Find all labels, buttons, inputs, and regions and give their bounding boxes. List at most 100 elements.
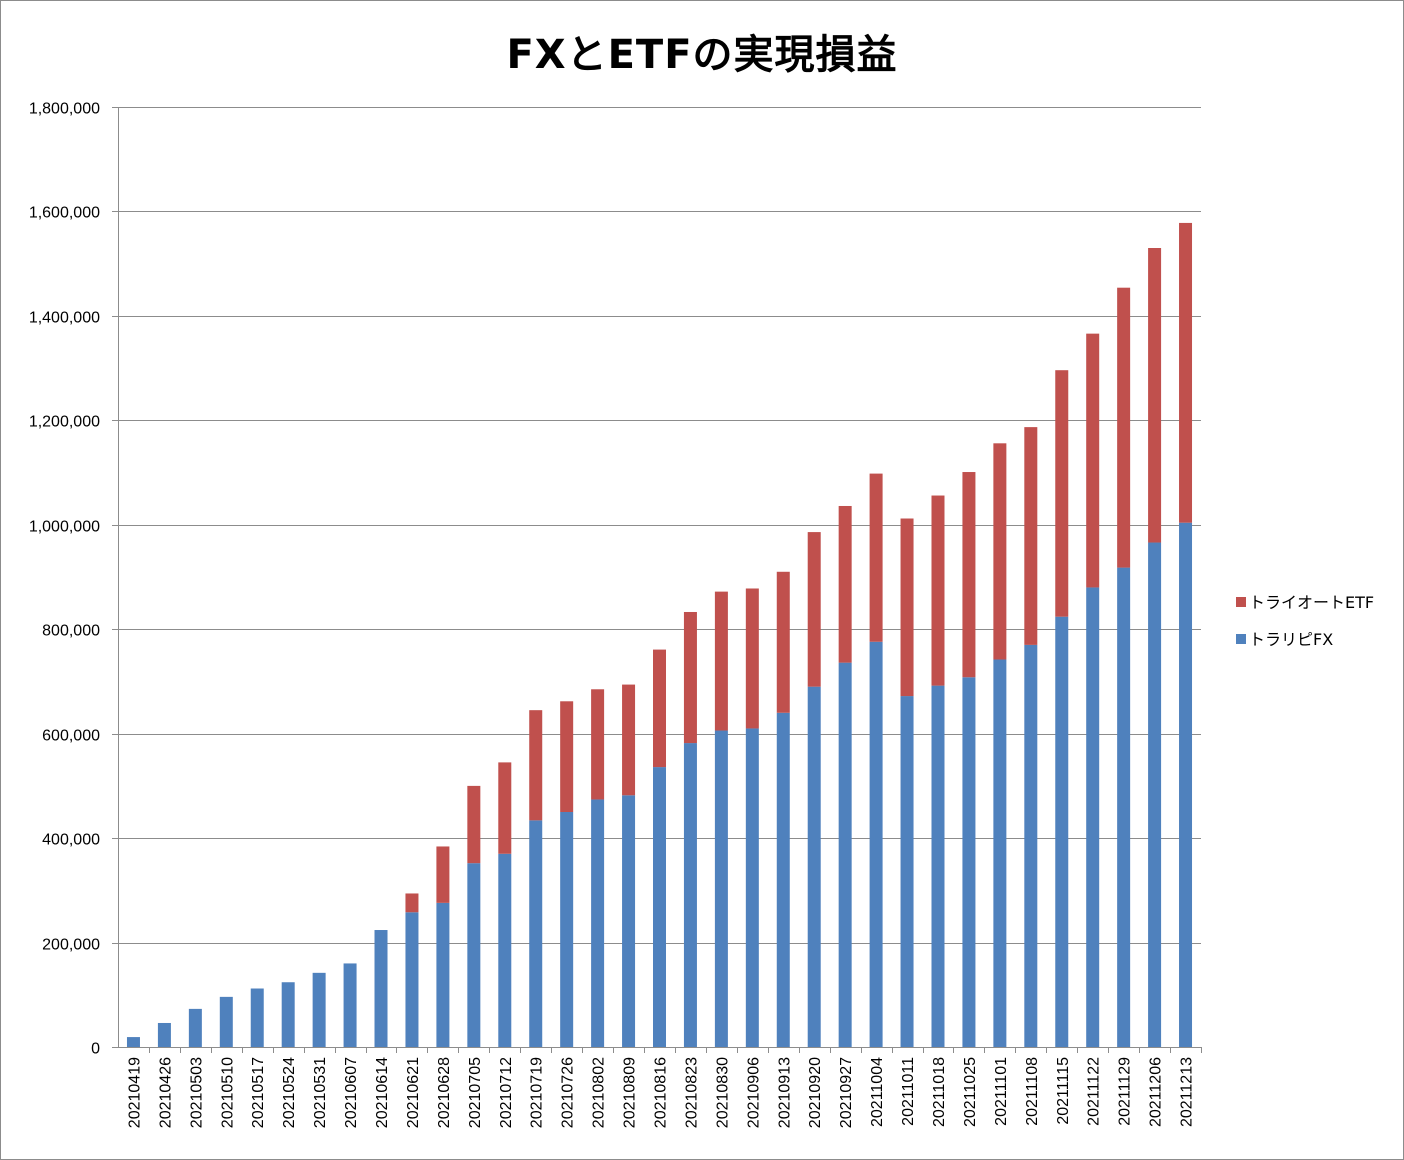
x-tick-label: 20211115 <box>1055 1057 1072 1125</box>
bar-fx <box>188 1008 202 1047</box>
bar-etf <box>1024 427 1038 645</box>
x-tick-label: 20210607 <box>343 1057 360 1128</box>
bar-fx <box>776 712 790 1047</box>
bar-etf <box>807 532 821 687</box>
y-axis-tick-labels: 0 200,000 400,000 600,000 800,000 1,000,000 1,… <box>29 101 100 1058</box>
x-tick-label: 20210426 <box>157 1057 174 1128</box>
x-tick-label: 20211004 <box>869 1057 886 1127</box>
bar-fx <box>498 853 512 1047</box>
bar-fx <box>1086 587 1100 1047</box>
x-tick-label: 20210510 <box>219 1057 236 1128</box>
bar-fx <box>219 996 233 1047</box>
bar-etf <box>436 846 450 903</box>
x-tick-label: 20210621 <box>405 1057 422 1128</box>
x-tick-label: 20210802 <box>591 1057 608 1128</box>
legend-swatch <box>1236 634 1246 644</box>
x-tick-label: 20210816 <box>653 1057 670 1128</box>
bar-fx <box>281 982 295 1047</box>
bar-fx <box>869 641 883 1047</box>
bar-fx <box>931 685 945 1047</box>
bar-fx <box>683 743 697 1047</box>
bar-fx <box>374 930 388 1047</box>
x-tick-label: 20211018 <box>931 1057 948 1127</box>
bar-fx <box>838 662 852 1047</box>
bar-fx <box>622 795 636 1047</box>
x-tick-label: 20210517 <box>250 1057 267 1128</box>
bar-etf <box>467 785 481 864</box>
bar-etf <box>1117 287 1131 568</box>
y-tick-label: 0 <box>91 1041 100 1058</box>
bar-fx <box>250 988 264 1047</box>
x-tick-label: 20210628 <box>436 1057 453 1128</box>
bar-etf <box>931 495 945 686</box>
bar-etf <box>405 893 419 913</box>
bar-etf <box>869 473 883 642</box>
x-tick-label: 20211129 <box>1117 1057 1134 1126</box>
y-tick-label: 600,000 <box>42 728 100 745</box>
bar-etf <box>653 649 666 768</box>
x-axis-tick-labels: 20210419 20210426 20210503 20210510 20210517… <box>126 1057 1195 1128</box>
bar-etf <box>529 710 543 821</box>
bar-etf <box>683 611 697 744</box>
x-tick-label: 20211122 <box>1086 1057 1103 1126</box>
y-tick-label: 1,600,000 <box>29 205 100 222</box>
bar-fx <box>126 1037 140 1047</box>
x-tick-label: 20210503 <box>188 1057 205 1128</box>
bar-fx <box>436 902 450 1047</box>
y-tick-label: 1,400,000 <box>29 310 100 327</box>
bar-etf <box>838 505 852 663</box>
x-tick-label: 20210809 <box>622 1057 639 1128</box>
bars <box>126 222 1193 1047</box>
x-tick-label: 20210920 <box>807 1057 824 1128</box>
legend-label: トライオートETF <box>1249 593 1374 612</box>
x-tick-label: 20211025 <box>962 1057 979 1127</box>
bar-fx <box>405 912 419 1047</box>
x-tick-label: 20211108 <box>1024 1057 1041 1126</box>
bar-fx <box>1117 567 1131 1047</box>
axes <box>112 107 1202 1053</box>
bar-etf <box>900 518 914 697</box>
y-tick-label: 800,000 <box>42 623 100 640</box>
bar-etf <box>1179 222 1193 523</box>
bar-etf <box>1086 333 1100 588</box>
x-tick-label: 20210719 <box>529 1057 546 1128</box>
bar-fx <box>1179 522 1193 1047</box>
bar-fx <box>591 799 605 1047</box>
bar-fx <box>714 730 728 1047</box>
x-tick-label: 20210712 <box>498 1057 515 1128</box>
x-tick-label: 20210524 <box>281 1057 298 1128</box>
x-tick-label: 20210531 <box>312 1057 329 1128</box>
bar-fx <box>1055 616 1069 1047</box>
x-tick-label: 20211213 <box>1179 1057 1196 1127</box>
chart-title: FXとETFの実現損益 <box>506 32 898 78</box>
x-tick-label: 20210705 <box>467 1057 484 1128</box>
bar-etf <box>622 684 636 796</box>
y-tick-label: 200,000 <box>42 937 100 954</box>
x-tick-label: 20210419 <box>126 1057 143 1128</box>
bar-fx <box>962 677 976 1047</box>
bar-etf <box>498 762 512 854</box>
x-tick-label: 20210726 <box>560 1057 577 1128</box>
x-tick-label: 20210906 <box>745 1057 762 1128</box>
bar-etf <box>714 591 728 731</box>
x-tick-label: 20211206 <box>1148 1057 1165 1127</box>
y-tick-label: 1,200,000 <box>29 414 100 431</box>
bar-etf <box>1055 370 1069 617</box>
bar-fx <box>560 812 574 1047</box>
x-tick-label: 20210823 <box>683 1057 700 1128</box>
bar-fx <box>467 863 481 1047</box>
bar-etf <box>776 571 790 713</box>
bar-etf <box>962 472 976 678</box>
legend: トライオートETF トラリピFX <box>1236 593 1374 649</box>
bar-etf <box>1148 248 1162 543</box>
bar-fx <box>745 728 759 1047</box>
bar-fx <box>343 963 357 1047</box>
y-tick-label: 400,000 <box>42 832 100 849</box>
bar-fx <box>312 972 326 1047</box>
bar-fx <box>900 696 914 1047</box>
x-tick-label: 20210927 <box>838 1057 855 1128</box>
x-tick-label: 20210913 <box>776 1057 793 1128</box>
y-tick-label: 1,800,000 <box>29 101 100 118</box>
